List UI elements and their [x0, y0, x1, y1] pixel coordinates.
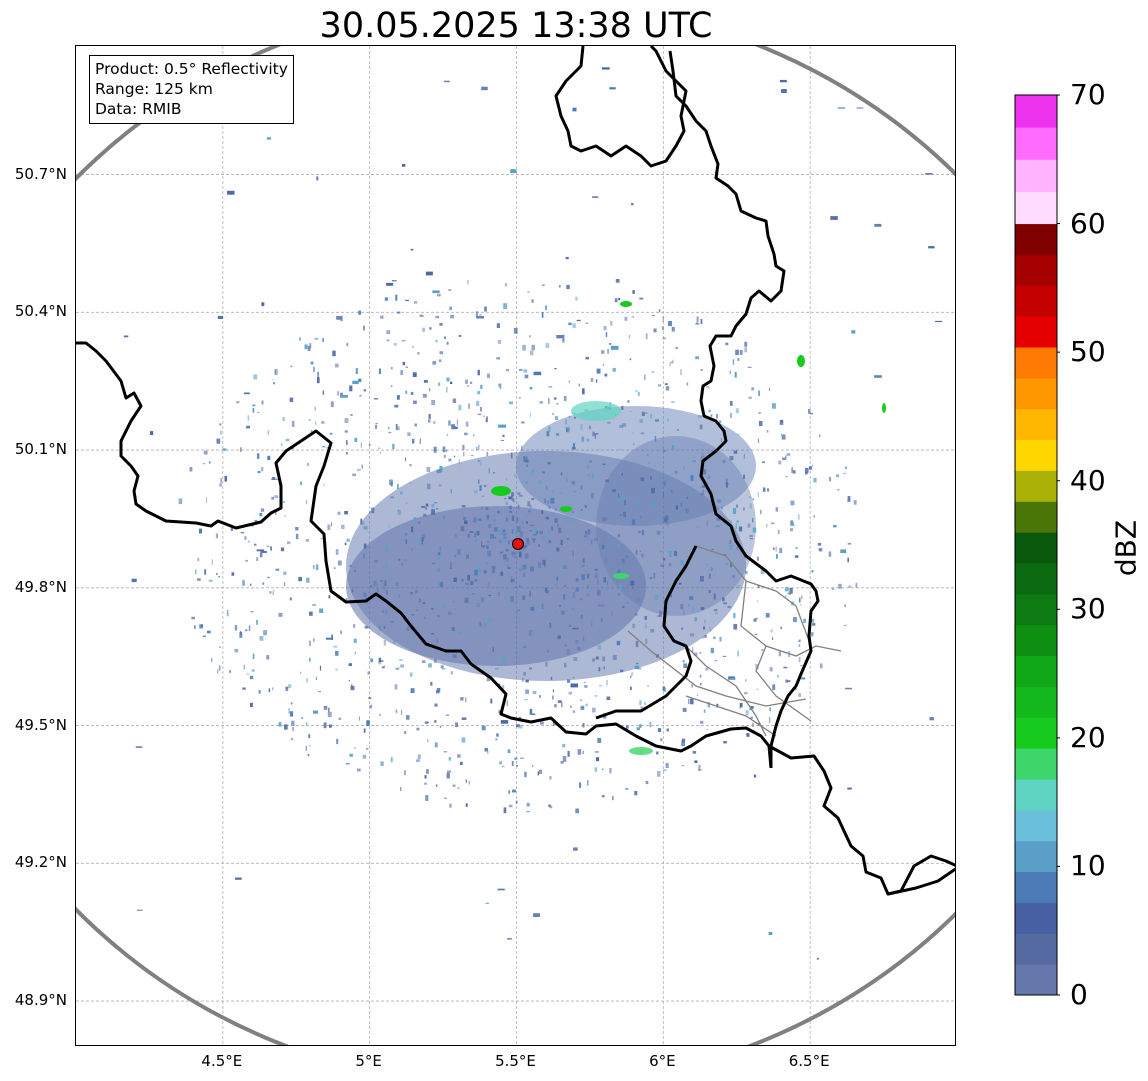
data-source-label: Data: RMIB [95, 100, 182, 118]
colorbar-band [1015, 933, 1057, 965]
lon-tick-label: 6.5°E [788, 1052, 830, 1070]
colorbar-band [1015, 717, 1057, 749]
lon-tick-label: 5°E [355, 1052, 382, 1070]
colorbar-tick-label: 50 [1070, 335, 1106, 369]
product-info-box: Product: 0.5° Reflectivity Range: 125 km… [89, 55, 294, 124]
colorbar-band [1015, 501, 1057, 533]
echo-highlights [491, 301, 886, 755]
colorbar-band [1015, 316, 1057, 348]
colorbar-tick-label: 10 [1070, 849, 1106, 883]
colorbar-band [1015, 532, 1057, 564]
lat-tick-label: 49.2°N [14, 853, 67, 872]
colorbar-band [1015, 593, 1057, 626]
colorbar-band [1015, 686, 1057, 718]
colorbar-band [1015, 964, 1057, 996]
colorbar-band [1015, 254, 1057, 286]
lat-tick-label: 50.1°N [14, 440, 67, 459]
colorbar-tick-label: 0 [1070, 978, 1088, 1011]
admin-boundaries [627, 545, 842, 737]
colorbar-band [1015, 408, 1057, 441]
echo-field-main [346, 406, 756, 681]
range-label: Range: 125 km [95, 80, 213, 98]
colorbar-tick-label: 20 [1070, 720, 1106, 754]
colorbar-band [1015, 223, 1057, 255]
colorbar-band [1015, 748, 1057, 780]
colorbar-tick-label: 70 [1070, 78, 1106, 111]
colorbar-band [1015, 285, 1057, 317]
lat-tick-label: 49.5°N [14, 715, 67, 734]
colorbar-band [1015, 191, 1057, 225]
echo-speckle [123, 67, 943, 960]
colorbar-band [1015, 563, 1057, 595]
colorbar-band [1015, 159, 1057, 192]
colorbar-band [1015, 95, 1057, 128]
lon-tick-label: 4.5°E [201, 1052, 243, 1070]
colorbar-band [1015, 871, 1057, 903]
lat-tick-label: 50.4°N [14, 302, 67, 321]
colorbar-tick-label: 40 [1070, 463, 1106, 497]
lat-tick-label: 49.8°N [14, 577, 67, 596]
map-canvas[interactable] [76, 46, 956, 1046]
colorbar [1014, 94, 1060, 996]
lon-tick-label: 6°E [649, 1052, 676, 1070]
radar-site-marker [512, 538, 524, 550]
lat-tick-label: 48.9°N [14, 991, 67, 1010]
page-title: 30.05.2025 13:38 UTC [319, 6, 713, 46]
colorbar-band [1015, 347, 1057, 379]
radar-echoes [123, 67, 943, 960]
colorbar-band [1015, 470, 1057, 502]
colorbar-band [1015, 624, 1057, 657]
lon-tick-label: 5.5°E [495, 1052, 536, 1070]
colorbar-tick-label: 60 [1070, 206, 1106, 240]
colorbar-band [1015, 840, 1057, 873]
product-label: Product: 0.5° Reflectivity [95, 60, 288, 78]
colorbar-band [1015, 779, 1057, 811]
colorbar-tick-label: 30 [1070, 592, 1106, 626]
radar-map[interactable] [75, 45, 956, 1046]
colorbar-label: dBZ [1109, 519, 1143, 577]
colorbar-band [1015, 902, 1057, 934]
country-borders [76, 46, 955, 896]
colorbar-band [1015, 809, 1057, 842]
colorbar-band [1015, 655, 1057, 687]
colorbar-band [1015, 127, 1057, 160]
lat-tick-label: 50.7°N [14, 164, 67, 183]
colorbar-band [1015, 377, 1057, 410]
colorbar-band [1015, 439, 1057, 471]
